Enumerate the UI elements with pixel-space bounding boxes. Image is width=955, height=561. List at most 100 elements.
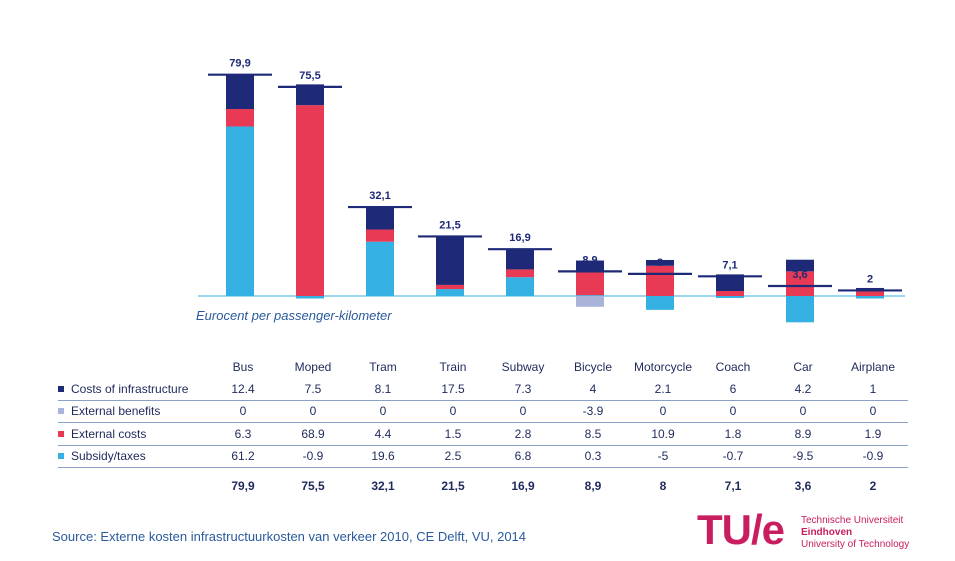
table-cell: -0.9 [838, 445, 908, 468]
table-cell: 12.4 [208, 378, 278, 401]
table-header-row: Bus Moped Tram Train Subway Bicycle Moto… [58, 356, 908, 378]
category-label: Tram [369, 360, 397, 374]
table-cell: 17.5 [418, 378, 488, 401]
category-label: Coach [715, 360, 751, 374]
bar-segment [576, 260, 604, 272]
bar-segment [436, 236, 464, 285]
table-cell: 7.5 [278, 378, 348, 401]
table-cell: 68.9 [278, 422, 348, 446]
bar-segment [366, 241, 394, 296]
category-label: Subway [501, 360, 545, 374]
total-cell: 3,6 [768, 467, 838, 500]
bar-segment [436, 289, 464, 296]
table-cell: 10.9 [628, 422, 698, 446]
category-label: Bicycle [573, 360, 612, 374]
bar-segment [786, 296, 814, 323]
bar-segment [226, 126, 254, 296]
total-cell: 21,5 [418, 467, 488, 500]
total-cell: 7,1 [698, 467, 768, 500]
bar-segment [366, 207, 394, 230]
total-cell: 16,9 [488, 467, 558, 500]
y-axis-label: Eurocent per passenger-kilometer [196, 308, 392, 323]
total-label: 21,5 [439, 219, 460, 231]
table-cell: 0 [628, 400, 698, 423]
legend-swatch [58, 453, 64, 460]
bar-segment [506, 269, 534, 278]
table-cell: 1.9 [838, 422, 908, 446]
bar-segment [786, 271, 814, 296]
bar-segment [436, 284, 464, 290]
series-label: External costs [58, 422, 208, 446]
table-cell: 19.6 [348, 445, 418, 468]
bar-segment [646, 265, 674, 296]
total-label: 16,9 [509, 232, 530, 244]
series-label: Subsidy/taxes [58, 445, 208, 468]
logo-line-1: Technische Universiteit [801, 515, 904, 526]
total-cell: 32,1 [348, 467, 418, 500]
legend-swatch [58, 385, 64, 392]
total-label: 7,1 [722, 259, 737, 271]
bar-segment [716, 274, 744, 292]
table-cell: -3.9 [558, 400, 628, 423]
table-cell: 4.2 [768, 378, 838, 401]
total-label: 8 [657, 257, 663, 269]
bar-segment [576, 271, 604, 296]
bar-segment [646, 259, 674, 266]
table-cell: 0 [838, 400, 908, 423]
category-label: Motorcycle [633, 360, 692, 374]
total-label: 32,1 [369, 190, 390, 202]
bar-segment [296, 296, 324, 299]
legend-swatch [58, 430, 64, 437]
logo-text: Technische Universiteit Eindhoven Univer… [801, 515, 909, 551]
table-cell: 61.2 [208, 445, 278, 468]
table-cell: 2.1 [628, 378, 698, 401]
table-corner [58, 356, 208, 378]
table-cell: 8.5 [558, 422, 628, 446]
series-name: Subsidy/taxes [71, 449, 146, 464]
table-row: Subsidy/taxes 61.2 -0.9 19.6 2.5 6.8 0.3 -5 -0.7… [58, 445, 908, 468]
source-note: Source: Externe kosten infrastructuurkos… [52, 529, 527, 544]
total-label: 8,9 [582, 254, 597, 266]
totals-row: 79,9 75,5 32,1 21,5 16,9 8,9 8 7,1 3,6 2 [58, 467, 908, 501]
table-cell: 0 [278, 400, 348, 423]
bar-segment [856, 296, 884, 299]
table-cell: 8.9 [768, 422, 838, 446]
table-cell: 1.8 [698, 422, 768, 446]
total-cell: 8,9 [558, 467, 628, 500]
table-cell: -0.9 [278, 445, 348, 468]
table-cell: 0 [418, 400, 488, 423]
bar-segment [296, 105, 324, 296]
category-label: Bus [232, 360, 254, 374]
table-cell: 7.3 [488, 378, 558, 401]
table-cell: 6.3 [208, 422, 278, 446]
category-label: Car [793, 360, 813, 374]
table-cell: 0.3 [558, 445, 628, 468]
logo-mark: TU/e [697, 506, 785, 553]
bar-segment [576, 295, 604, 296]
table-cell: 6 [698, 378, 768, 401]
table-cell: -5 [628, 445, 698, 468]
bar-segment [716, 291, 744, 296]
bar-segment [856, 290, 884, 296]
table-cell: 6.8 [488, 445, 558, 468]
total-cell: 75,5 [278, 467, 348, 500]
total-label: 3,6 [792, 269, 807, 281]
data-table: Bus Moped Tram Train Subway Bicycle Moto… [58, 356, 908, 500]
table-cell: 4.4 [348, 422, 418, 446]
table-cell: -0.7 [698, 445, 768, 468]
legend-swatch [58, 408, 64, 415]
bar-segment [576, 296, 604, 307]
bar-segment [506, 277, 534, 296]
total-cell: 8 [628, 467, 698, 500]
bar-segment [716, 296, 744, 298]
bar-segment [296, 84, 324, 106]
table-cell: 1.5 [418, 422, 488, 446]
bar-segment [856, 287, 884, 291]
logo-line-3: University of Technology [801, 539, 910, 550]
bar-segment [786, 259, 814, 272]
category-label: Train [439, 360, 467, 374]
logo-line-2: Eindhoven [801, 527, 853, 538]
table-row: Costs of infrastructure 12.4 7.5 8.1 17.5 7.3… [58, 378, 908, 401]
totals-label [58, 468, 208, 501]
table-cell: 0 [348, 400, 418, 423]
